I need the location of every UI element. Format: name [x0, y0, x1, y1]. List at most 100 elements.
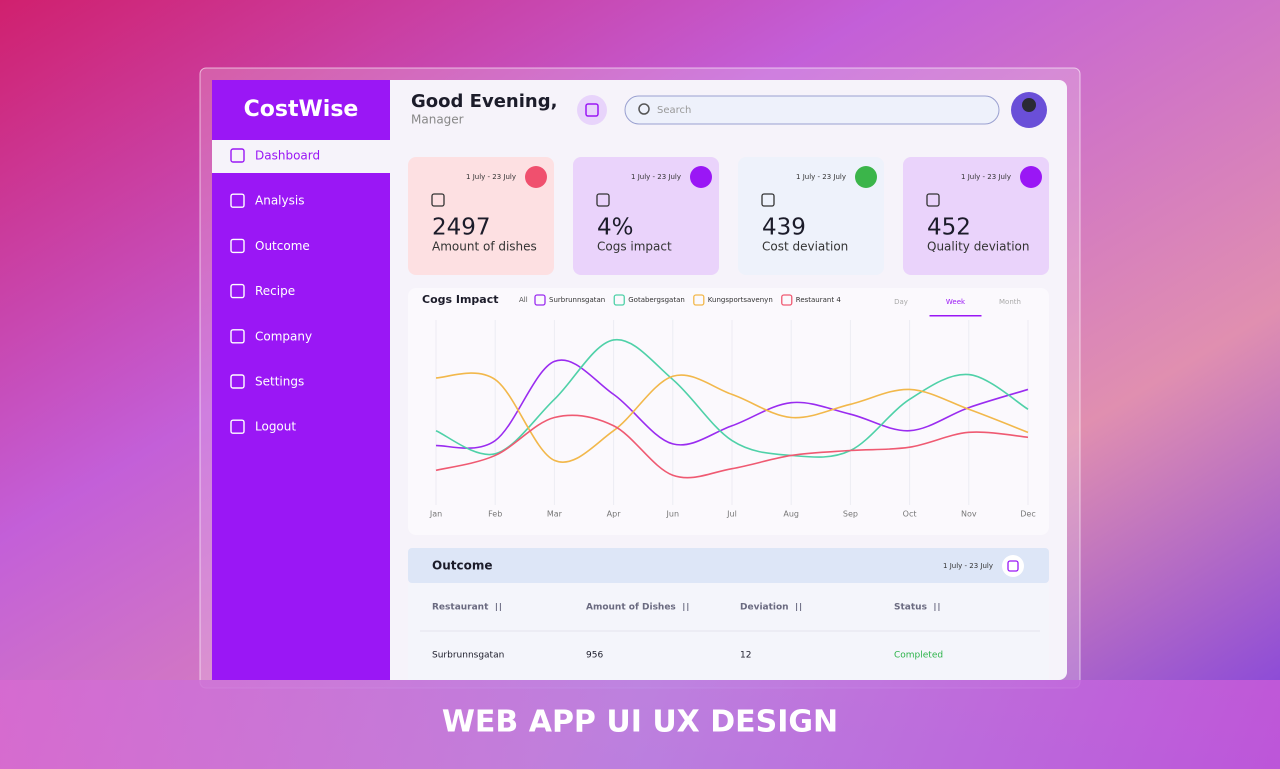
legend-label[interactable]: Restaurant 4	[796, 296, 842, 304]
card-badge[interactable]	[1020, 166, 1042, 188]
sort-icon	[934, 603, 940, 611]
nav-item[interactable]: Dashboard	[255, 149, 320, 163]
table-cell: 12	[740, 651, 751, 661]
card-label: Amount of dishes	[432, 240, 537, 254]
nav-icon	[230, 283, 245, 299]
sort-icon	[683, 603, 689, 611]
calendar-icon	[1007, 560, 1019, 572]
card-label: Cost deviation	[762, 240, 848, 254]
card-value: 452	[927, 215, 971, 241]
x-tick-label: Apr	[607, 510, 622, 519]
table-date: 1 July - 23 July	[943, 562, 993, 570]
table-cell: Surbrunnsgatan	[432, 651, 504, 661]
card-date: 1 July - 23 July	[631, 173, 681, 181]
search-box[interactable]	[624, 95, 1000, 125]
nav-icon	[230, 374, 245, 389]
table-cell: 956	[586, 651, 603, 661]
calendar-icon	[585, 103, 599, 117]
stat-card	[408, 157, 554, 275]
nav-item[interactable]: Settings	[255, 375, 304, 389]
legend-label[interactable]: Kungsportsavenyn	[708, 296, 773, 304]
range-underline	[929, 315, 982, 317]
series-line	[435, 414, 1029, 479]
nav-active	[212, 140, 390, 173]
card-badge[interactable]	[690, 166, 712, 188]
chart-title: Cogs Impact	[422, 293, 499, 306]
range-tab[interactable]: Month	[999, 298, 1021, 306]
x-tick-label: Feb	[488, 510, 502, 519]
nav-item[interactable]: Logout	[255, 420, 296, 434]
series-line	[435, 339, 1029, 458]
card-badge[interactable]	[855, 166, 877, 188]
nav-item[interactable]: Outcome	[255, 239, 310, 253]
nav-icon	[230, 148, 245, 163]
column-header[interactable]: Deviation	[740, 603, 789, 613]
search-placeholder: Search	[657, 105, 691, 116]
card-icon	[926, 193, 940, 207]
column-header[interactable]: Status	[894, 603, 927, 613]
nav-icon	[230, 329, 245, 344]
range-tab[interactable]: Week	[946, 298, 966, 306]
card-badge[interactable]	[525, 166, 547, 188]
table-title: Outcome	[432, 559, 492, 573]
sidebar	[212, 80, 390, 680]
table-cell: Completed	[894, 651, 943, 661]
x-tick-label: Aug	[783, 510, 799, 519]
stat-card	[903, 157, 1049, 275]
banner	[0, 680, 1280, 769]
search-icon	[638, 103, 650, 115]
legend-swatch	[534, 294, 546, 306]
x-tick-label: Nov	[961, 510, 977, 519]
x-tick-label: Jan	[429, 510, 442, 519]
series-line	[435, 372, 1029, 463]
nav-item[interactable]: Recipe	[255, 284, 295, 298]
stat-card	[738, 157, 884, 275]
x-tick-label: Mar	[547, 510, 563, 519]
nav-icon	[230, 238, 245, 254]
card-value: 4%	[597, 215, 634, 241]
legend-swatch	[781, 294, 793, 306]
legend-swatch	[613, 294, 625, 306]
nav-icon	[230, 193, 245, 208]
avatar-head	[1022, 98, 1036, 112]
brand: CostWise	[244, 97, 359, 122]
chart-panel	[408, 288, 1049, 535]
card-icon	[761, 193, 775, 207]
x-tick-label: Oct	[903, 510, 917, 519]
x-tick-label: Jul	[726, 510, 737, 519]
legend-label[interactable]: Gotabergsgatan	[628, 296, 685, 304]
card-value: 2497	[432, 215, 491, 241]
card-icon	[431, 193, 445, 207]
filter-all[interactable]: All	[519, 296, 528, 304]
card-date: 1 July - 23 July	[466, 173, 516, 181]
nav-item[interactable]: Company	[255, 329, 312, 343]
sort-icon	[796, 603, 802, 611]
series-line	[435, 359, 1029, 449]
column-header[interactable]: Restaurant	[432, 603, 489, 613]
greeting: Good Evening,	[411, 91, 557, 112]
x-tick-label: Dec	[1020, 510, 1035, 519]
range-tab[interactable]: Day	[894, 298, 908, 306]
legend-label[interactable]: Surbrunnsgatan	[549, 296, 605, 304]
calendar-button[interactable]	[577, 95, 607, 125]
card-label: Cogs impact	[597, 240, 672, 254]
card-value: 439	[762, 215, 806, 241]
role: Manager	[411, 113, 464, 127]
nav-item[interactable]: Analysis	[255, 194, 304, 208]
card-icon	[596, 193, 610, 207]
legend-swatch	[693, 294, 705, 306]
card-date: 1 July - 23 July	[961, 173, 1011, 181]
stat-card	[573, 157, 719, 275]
card-date: 1 July - 23 July	[796, 173, 846, 181]
sort-icon	[495, 603, 501, 611]
table-header	[408, 548, 1049, 583]
card-label: Quality deviation	[927, 240, 1029, 254]
banner-text: WEB APP UI UX DESIGN	[442, 705, 838, 740]
column-header[interactable]: Amount of Dishes	[586, 603, 676, 613]
x-tick-label: Sep	[843, 510, 858, 519]
nav-icon	[230, 419, 245, 434]
table-calendar[interactable]	[1002, 555, 1024, 577]
x-tick-label: Jun	[666, 510, 680, 519]
